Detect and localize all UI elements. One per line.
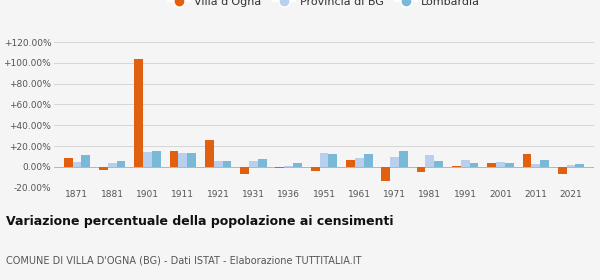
- Bar: [152, 151, 161, 167]
- Bar: [205, 140, 214, 167]
- Bar: [328, 154, 337, 167]
- Bar: [64, 158, 73, 167]
- Bar: [170, 151, 178, 167]
- Bar: [249, 161, 258, 167]
- Bar: [73, 162, 82, 167]
- Bar: [134, 59, 143, 167]
- Bar: [284, 166, 293, 167]
- Bar: [82, 155, 90, 167]
- Bar: [178, 153, 187, 167]
- Bar: [99, 167, 108, 171]
- Bar: [346, 160, 355, 167]
- Bar: [425, 155, 434, 167]
- Bar: [523, 154, 532, 167]
- Bar: [143, 152, 152, 167]
- Bar: [240, 167, 249, 174]
- Bar: [382, 167, 390, 181]
- Bar: [496, 162, 505, 167]
- Bar: [470, 163, 478, 167]
- Bar: [575, 164, 584, 167]
- Bar: [187, 153, 196, 167]
- Bar: [275, 167, 284, 168]
- Bar: [214, 160, 223, 167]
- Bar: [116, 161, 125, 167]
- Bar: [487, 163, 496, 167]
- Bar: [505, 163, 514, 167]
- Bar: [399, 151, 408, 167]
- Bar: [434, 161, 443, 167]
- Bar: [461, 160, 470, 167]
- Bar: [566, 165, 575, 167]
- Bar: [540, 160, 549, 167]
- Bar: [293, 163, 302, 167]
- Bar: [390, 157, 399, 167]
- Bar: [311, 167, 320, 171]
- Text: COMUNE DI VILLA D'OGNA (BG) - Dati ISTAT - Elaborazione TUTTITALIA.IT: COMUNE DI VILLA D'OGNA (BG) - Dati ISTAT…: [6, 255, 361, 265]
- Bar: [532, 164, 540, 167]
- Bar: [108, 163, 116, 167]
- Text: Variazione percentuale della popolazione ai censimenti: Variazione percentuale della popolazione…: [6, 215, 394, 228]
- Bar: [452, 166, 461, 167]
- Bar: [223, 161, 232, 167]
- Bar: [364, 154, 373, 167]
- Legend: Villa d'Ogna, Provincia di BG, Lombardia: Villa d'Ogna, Provincia di BG, Lombardia: [163, 0, 485, 11]
- Bar: [416, 167, 425, 172]
- Bar: [355, 158, 364, 167]
- Bar: [558, 167, 566, 174]
- Bar: [258, 159, 266, 167]
- Bar: [320, 153, 328, 167]
